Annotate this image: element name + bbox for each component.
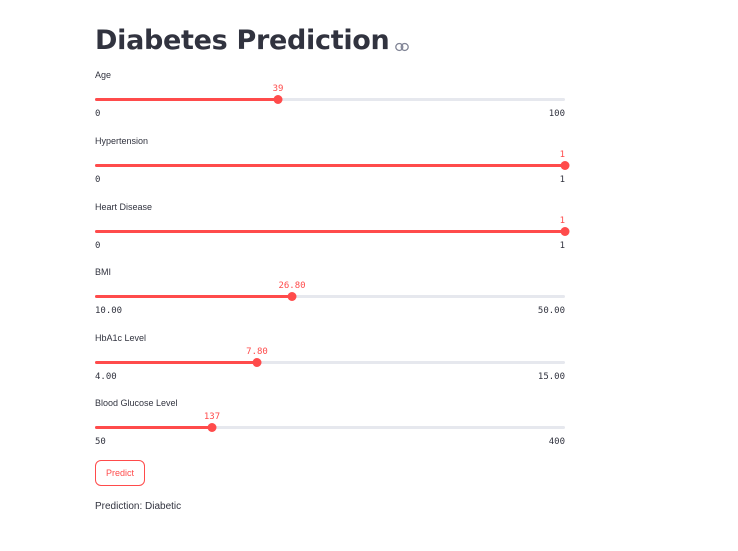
slider-label: Age — [95, 70, 112, 80]
slider-bmi: BMI 26.80 10.00 50.00 — [95, 267, 565, 323]
slider-max: 100 — [548, 109, 565, 119]
slider-max: 50.00 — [537, 306, 565, 316]
slider-blood-glucose-level: Blood Glucose Level 137 50 400 — [95, 398, 565, 454]
slider-thumb[interactable] — [560, 161, 570, 170]
page-header: Diabetes Prediction — [95, 20, 410, 60]
slider-thumb[interactable] — [207, 423, 217, 432]
slider-value: 1 — [559, 216, 565, 226]
slider-max: 400 — [548, 437, 565, 447]
slider-fill — [95, 426, 212, 429]
slider-track[interactable] — [95, 292, 565, 301]
slider-label: Heart Disease — [95, 202, 153, 212]
slider-value: 26.80 — [278, 281, 306, 291]
slider-thumb[interactable] — [287, 292, 297, 301]
slider-value: 39 — [272, 84, 284, 94]
slider-thumb[interactable] — [252, 358, 262, 367]
slider-min: 50 — [95, 437, 106, 447]
slider-min: 0 — [95, 241, 101, 251]
slider-value: 1 — [559, 150, 565, 160]
slider-value: 137 — [203, 412, 221, 422]
slider-fill — [95, 230, 565, 233]
slider-min: 4.00 — [95, 372, 117, 382]
slider-thumb[interactable] — [273, 95, 283, 104]
slider-min: 0 — [95, 175, 101, 185]
slider-hba1c-level: HbA1c Level 7.80 4.00 15.00 — [95, 333, 565, 389]
slider-track[interactable] — [95, 95, 565, 104]
slider-track[interactable] — [95, 161, 570, 170]
slider-max: 15.00 — [537, 372, 565, 382]
link-icon[interactable] — [395, 37, 410, 52]
slider-max: 1 — [559, 175, 565, 185]
slider-fill — [95, 98, 278, 101]
slider-label: HbA1c Level — [95, 333, 147, 343]
slider-track[interactable] — [95, 227, 570, 236]
predict-button[interactable]: Predict — [95, 460, 145, 486]
slider-label: BMI — [95, 267, 112, 277]
slider-label: Hypertension — [95, 136, 149, 146]
page-title: Diabetes Prediction — [95, 24, 390, 56]
slider-fill — [95, 295, 292, 298]
slider-value: 7.80 — [246, 347, 268, 357]
slider-min: 10.00 — [95, 306, 123, 316]
prediction-result: Prediction: Diabetic — [95, 501, 182, 512]
slider-age: Age 39 0 100 — [95, 70, 565, 126]
slider-fill — [95, 164, 565, 167]
slider-track[interactable] — [95, 358, 565, 367]
slider-thumb[interactable] — [560, 227, 570, 236]
slider-min: 0 — [95, 109, 101, 119]
slider-fill — [95, 361, 257, 364]
slider-label: Blood Glucose Level — [95, 398, 178, 408]
slider-max: 1 — [559, 241, 565, 251]
slider-hypertension: Hypertension 1 0 1 — [95, 136, 570, 192]
slider-heart-disease: Heart Disease 1 0 1 — [95, 202, 570, 258]
slider-track[interactable] — [95, 423, 565, 432]
